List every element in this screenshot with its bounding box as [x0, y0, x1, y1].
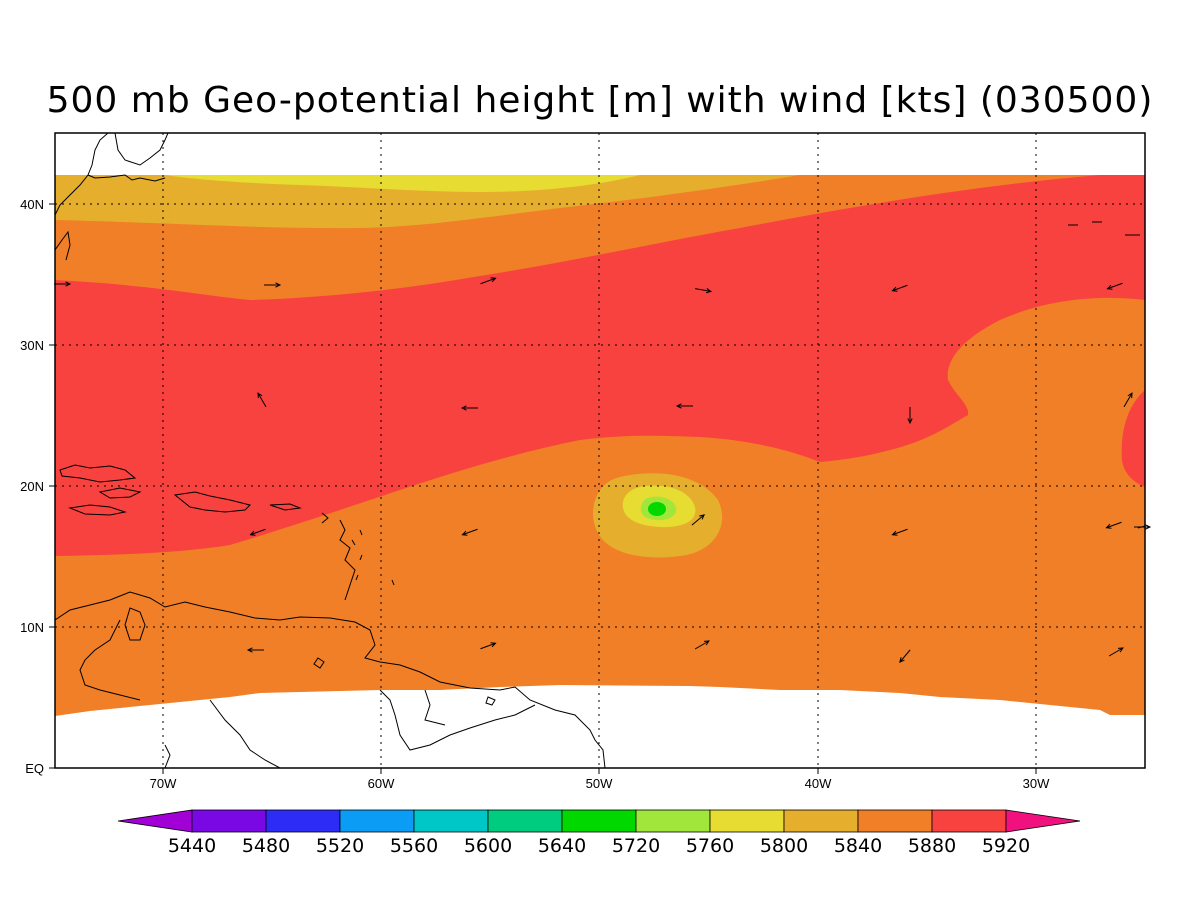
- colorbar: 5440 5480 5520 5560 5600 5640 5720 5760 …: [117, 809, 1081, 857]
- lat-label-10n: 10N: [20, 620, 44, 635]
- colorbar-swatch: [709, 809, 785, 833]
- lon-label-50w: 50W: [586, 776, 613, 791]
- wind-arrow: [480, 277, 497, 285]
- colorbar-swatch: [265, 809, 341, 833]
- height-fill-5640-low: [648, 502, 666, 516]
- colorbar-label-5520: 5520: [316, 835, 364, 857]
- plot-frame: [54, 132, 1146, 769]
- colorbar-label-5920: 5920: [982, 835, 1030, 857]
- colorbar-swatches: [117, 809, 1081, 833]
- axis-ticks: [49, 203, 1037, 774]
- colorbar-label-5440: 5440: [168, 835, 216, 857]
- wind-arrow: [1134, 524, 1152, 530]
- lat-label-40n: 40N: [20, 197, 44, 212]
- wind-arrow: [257, 392, 267, 408]
- wind-arrow: [675, 403, 693, 409]
- colorbar-label-5760: 5760: [686, 835, 734, 857]
- colorbar-label-5720: 5720: [612, 835, 660, 857]
- lon-label-60w: 60W: [368, 776, 395, 791]
- height-fill-5880: [55, 175, 1145, 556]
- wind-arrow: [1108, 647, 1124, 657]
- lon-label-30w: 30W: [1023, 776, 1050, 791]
- map-title: 500 mb Geo-potential height [m] with win…: [46, 80, 1154, 121]
- colorbar-swatch: [783, 809, 859, 833]
- colorbar-swatch: [931, 809, 1007, 833]
- height-fill-5800: [55, 175, 800, 229]
- lat-label-eq: EQ: [25, 761, 44, 776]
- coastlines: [55, 133, 1145, 768]
- wind-arrow: [891, 284, 908, 292]
- colorbar-label-5800: 5800: [760, 835, 808, 857]
- wind-arrow: [907, 407, 913, 425]
- colorbar-label-5480: 5480: [242, 835, 290, 857]
- colorbar-label-5600: 5600: [464, 835, 512, 857]
- wind-arrow: [691, 514, 706, 526]
- colorbar-swatch: [191, 809, 267, 833]
- wind-arrow: [54, 281, 72, 287]
- height-fill-5880-east: [1121, 390, 1145, 487]
- wind-arrow: [1105, 521, 1122, 529]
- colorbar-swatch: [413, 809, 489, 833]
- wind-arrow: [461, 528, 478, 536]
- colorbar-label-5880: 5880: [908, 835, 956, 857]
- graticule: [55, 133, 1145, 768]
- wind-arrow: [480, 642, 497, 650]
- colorbar-swatch: [1005, 809, 1081, 833]
- wind-arrow: [695, 288, 713, 294]
- colorbar-label-5840: 5840: [834, 835, 882, 857]
- colorbar-swatch: [561, 809, 637, 833]
- height-fill-5760: [165, 175, 640, 192]
- wind-arrow: [249, 528, 266, 536]
- lon-label-40w: 40W: [805, 776, 832, 791]
- colorbar-label-5560: 5560: [390, 835, 438, 857]
- wind-arrow: [694, 640, 710, 650]
- colorbar-swatch: [857, 809, 933, 833]
- wind-arrow: [460, 405, 478, 411]
- colorbar-swatch: [635, 809, 711, 833]
- wind-arrow: [246, 647, 264, 653]
- colorbar-swatch: [117, 809, 193, 833]
- lat-axis-labels: EQ 10N 20N 30N 40N: [20, 197, 44, 776]
- wind-arrow: [891, 528, 908, 536]
- wind-arrow: [1106, 282, 1123, 290]
- wind-arrow: [1123, 392, 1133, 408]
- lat-label-30n: 30N: [20, 338, 44, 353]
- wind-vectors: [54, 277, 1152, 664]
- contour-fills: [55, 133, 1145, 768]
- colorbar-swatch: [339, 809, 415, 833]
- wind-arrow: [899, 649, 911, 664]
- lon-label-70w: 70W: [150, 776, 177, 791]
- lat-label-20n: 20N: [20, 479, 44, 494]
- lon-axis-labels: 70W 60W 50W 40W 30W: [150, 776, 1050, 791]
- colorbar-label-5640: 5640: [538, 835, 586, 857]
- colorbar-labels: 5440 5480 5520 5560 5600 5640 5720 5760 …: [168, 835, 1030, 857]
- wind-arrow: [264, 282, 282, 288]
- colorbar-swatch: [487, 809, 563, 833]
